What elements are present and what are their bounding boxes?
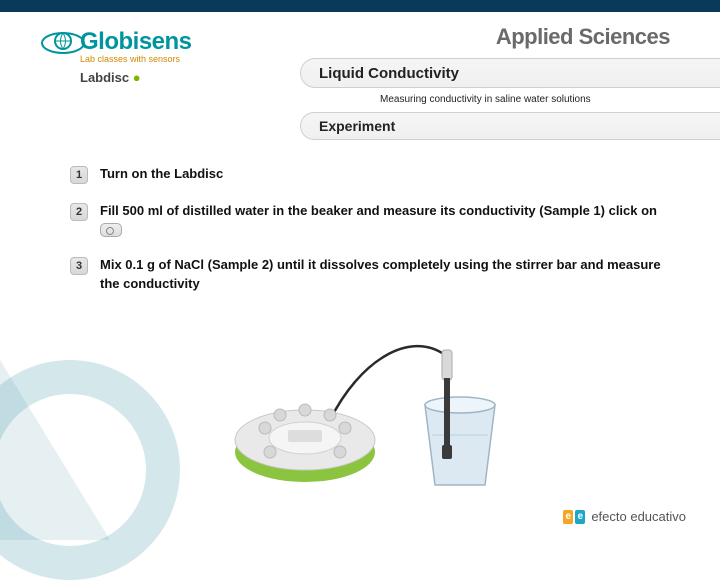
step-number: 3: [70, 257, 88, 275]
decorative-ring: [0, 360, 180, 580]
step-text: Turn on the Labdisc: [100, 165, 223, 183]
step-text: Fill 500 ml of distilled water in the be…: [100, 202, 680, 238]
brand-name: Globisens: [80, 28, 192, 56]
page-title: Liquid Conductivity: [319, 65, 459, 82]
section-band: Experiment: [300, 112, 720, 140]
record-button-icon[interactable]: [100, 223, 122, 237]
title-band: Liquid Conductivity: [300, 58, 720, 88]
page-subtitle: Measuring conductivity in saline water s…: [380, 94, 591, 105]
step-item: 3 Mix 0.1 g of NaCl (Sample 2) until it …: [70, 256, 680, 292]
ee-logo-icon: ee: [563, 510, 585, 524]
step-item: 1 Turn on the Labdisc: [70, 165, 680, 184]
footer-text: efecto educativo: [591, 509, 686, 524]
brand-tagline: Lab classes with sensors: [80, 54, 192, 64]
step-text: Mix 0.1 g of NaCl (Sample 2) until it di…: [100, 256, 680, 292]
brand-block: Globisens Lab classes with sensors Labdi…: [80, 28, 192, 85]
brand-sub: Labdisc ●: [80, 70, 192, 85]
brand-sub-text: Labdisc: [80, 70, 129, 85]
step-number: 2: [70, 203, 88, 221]
step-item: 2 Fill 500 ml of distilled water in the …: [70, 202, 680, 238]
footer-brand: ee efecto educativo: [563, 509, 686, 524]
section-title: Experiment: [319, 118, 395, 134]
experiment-illustration: [210, 300, 530, 500]
step-number: 1: [70, 166, 88, 184]
top-bar: [0, 0, 720, 12]
brand-dot-icon: ●: [129, 70, 140, 85]
applied-sciences-heading: Applied Sciences: [496, 24, 670, 50]
step-text-span: Fill 500 ml of distilled water in the be…: [100, 203, 657, 218]
steps-list: 1 Turn on the Labdisc 2 Fill 500 ml of d…: [70, 165, 680, 311]
